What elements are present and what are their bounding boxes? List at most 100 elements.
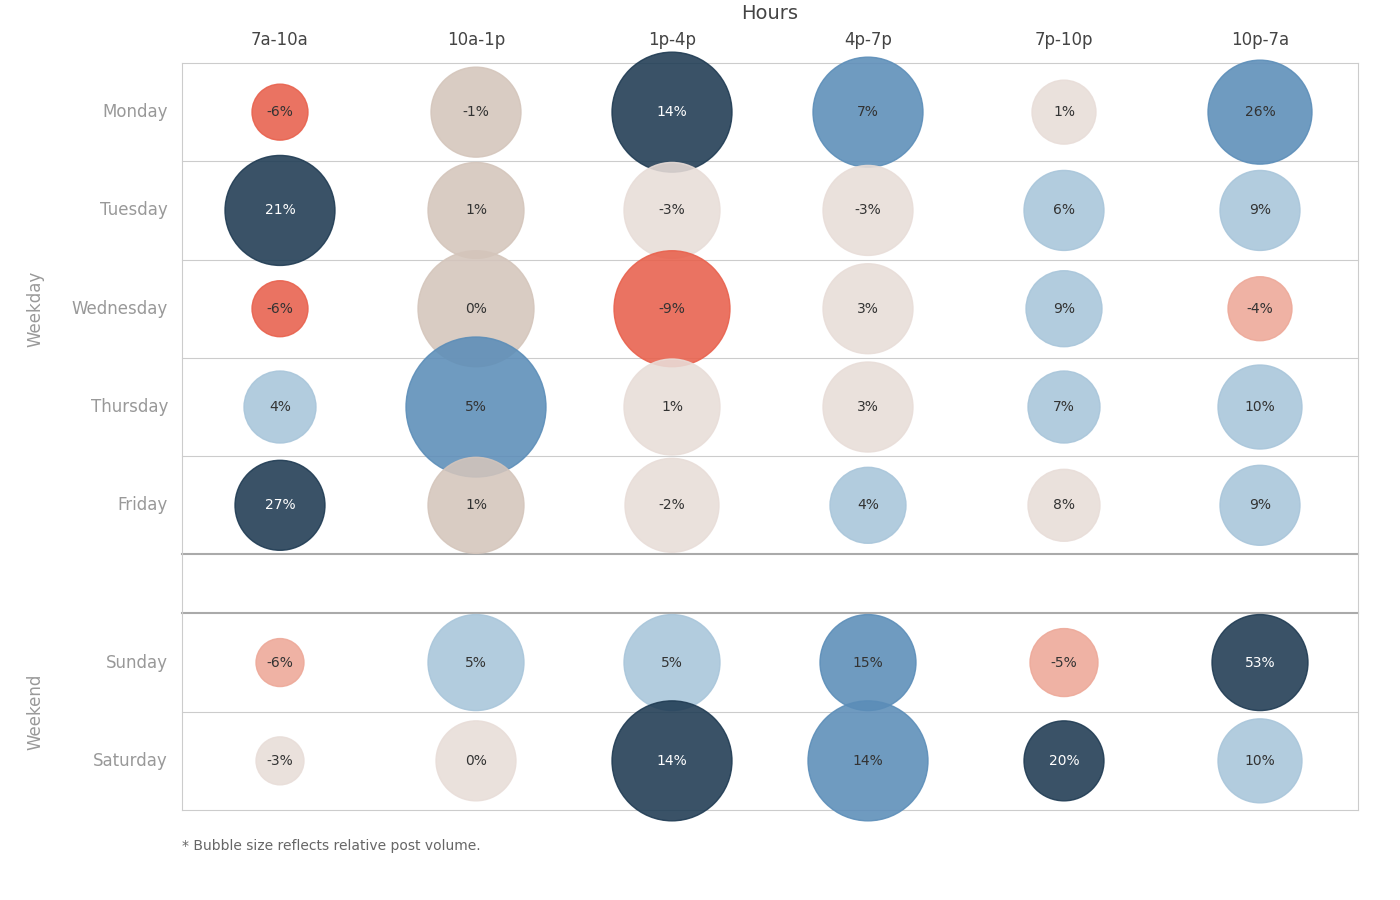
Text: Hours: Hours <box>742 4 798 23</box>
Text: 53%: 53% <box>1245 655 1275 670</box>
Ellipse shape <box>256 639 304 687</box>
Text: Tuesday: Tuesday <box>101 202 168 220</box>
Ellipse shape <box>624 359 720 455</box>
Text: 7%: 7% <box>1053 400 1075 414</box>
Ellipse shape <box>612 52 732 172</box>
Text: -4%: -4% <box>1246 302 1274 316</box>
Text: Wednesday: Wednesday <box>71 300 168 318</box>
Text: 9%: 9% <box>1249 203 1271 218</box>
Ellipse shape <box>813 57 923 167</box>
Text: -3%: -3% <box>658 203 686 218</box>
Ellipse shape <box>1023 170 1105 250</box>
Ellipse shape <box>1228 276 1292 341</box>
Text: 10%: 10% <box>1245 400 1275 414</box>
Ellipse shape <box>823 362 913 452</box>
Text: 14%: 14% <box>657 105 687 119</box>
Ellipse shape <box>1028 371 1100 443</box>
Ellipse shape <box>428 457 524 554</box>
Ellipse shape <box>1218 719 1302 803</box>
Ellipse shape <box>624 162 720 258</box>
Text: -6%: -6% <box>266 302 294 316</box>
Text: 4p-7p: 4p-7p <box>844 32 892 50</box>
Text: 1%: 1% <box>1053 105 1075 119</box>
Text: 9%: 9% <box>1249 499 1271 512</box>
Ellipse shape <box>244 371 316 443</box>
Ellipse shape <box>252 281 308 337</box>
Ellipse shape <box>823 166 913 256</box>
Text: 4%: 4% <box>857 499 879 512</box>
Ellipse shape <box>1219 170 1301 250</box>
Ellipse shape <box>431 68 521 158</box>
Ellipse shape <box>615 251 729 366</box>
Ellipse shape <box>823 264 913 354</box>
Ellipse shape <box>1030 628 1098 697</box>
Text: Friday: Friday <box>118 496 168 514</box>
Text: 8%: 8% <box>1053 499 1075 512</box>
Text: 27%: 27% <box>265 499 295 512</box>
Ellipse shape <box>1026 271 1102 346</box>
Ellipse shape <box>235 460 325 550</box>
Text: 5%: 5% <box>465 400 487 414</box>
Text: -1%: -1% <box>462 105 490 119</box>
Text: 21%: 21% <box>265 203 295 218</box>
Text: 9%: 9% <box>1053 302 1075 316</box>
Ellipse shape <box>1032 80 1096 144</box>
Text: 15%: 15% <box>853 655 883 670</box>
Text: -9%: -9% <box>658 302 686 316</box>
Ellipse shape <box>252 84 308 140</box>
Ellipse shape <box>808 701 928 821</box>
Ellipse shape <box>256 737 304 785</box>
Text: -3%: -3% <box>266 754 294 768</box>
Text: 4%: 4% <box>269 400 291 414</box>
Text: 26%: 26% <box>1245 105 1275 119</box>
Ellipse shape <box>1212 615 1308 711</box>
Text: 7p-10p: 7p-10p <box>1035 32 1093 50</box>
Ellipse shape <box>435 721 517 801</box>
Text: 7a-10a: 7a-10a <box>251 32 309 50</box>
Text: 6%: 6% <box>1053 203 1075 218</box>
Ellipse shape <box>624 615 720 711</box>
Text: -6%: -6% <box>266 105 294 119</box>
Text: -2%: -2% <box>658 499 686 512</box>
Text: 10p-7a: 10p-7a <box>1231 32 1289 50</box>
Text: 7%: 7% <box>857 105 879 119</box>
Ellipse shape <box>225 156 335 266</box>
Text: 0%: 0% <box>465 754 487 768</box>
Ellipse shape <box>830 467 906 544</box>
Text: -3%: -3% <box>854 203 882 218</box>
Text: 1p-4p: 1p-4p <box>648 32 696 50</box>
Ellipse shape <box>624 458 720 553</box>
Ellipse shape <box>820 615 916 711</box>
Text: 1%: 1% <box>661 400 683 414</box>
Ellipse shape <box>1219 465 1301 545</box>
Text: 3%: 3% <box>857 302 879 316</box>
Text: 3%: 3% <box>857 400 879 414</box>
Text: 14%: 14% <box>657 754 687 768</box>
Ellipse shape <box>419 251 533 366</box>
Ellipse shape <box>406 337 546 477</box>
Text: Monday: Monday <box>102 104 168 122</box>
Ellipse shape <box>1028 469 1100 541</box>
Text: Sunday: Sunday <box>106 653 168 671</box>
Text: Saturday: Saturday <box>94 752 168 770</box>
Text: 1%: 1% <box>465 203 487 218</box>
Text: 20%: 20% <box>1049 754 1079 768</box>
Text: 10%: 10% <box>1245 754 1275 768</box>
Ellipse shape <box>1218 365 1302 449</box>
Text: * Bubble size reflects relative post volume.: * Bubble size reflects relative post vol… <box>182 839 480 853</box>
Text: 5%: 5% <box>465 655 487 670</box>
Text: -5%: -5% <box>1050 655 1078 670</box>
Text: Weekend: Weekend <box>27 673 43 750</box>
Ellipse shape <box>428 162 524 258</box>
Text: -6%: -6% <box>266 655 294 670</box>
Ellipse shape <box>612 701 732 821</box>
Ellipse shape <box>1208 60 1312 164</box>
Text: 14%: 14% <box>853 754 883 768</box>
Text: 1%: 1% <box>465 499 487 512</box>
Text: 5%: 5% <box>661 655 683 670</box>
Text: Weekday: Weekday <box>27 271 43 346</box>
Text: 0%: 0% <box>465 302 487 316</box>
Ellipse shape <box>1023 721 1105 801</box>
Text: 10a-1p: 10a-1p <box>447 32 505 50</box>
Text: Thursday: Thursday <box>91 398 168 416</box>
